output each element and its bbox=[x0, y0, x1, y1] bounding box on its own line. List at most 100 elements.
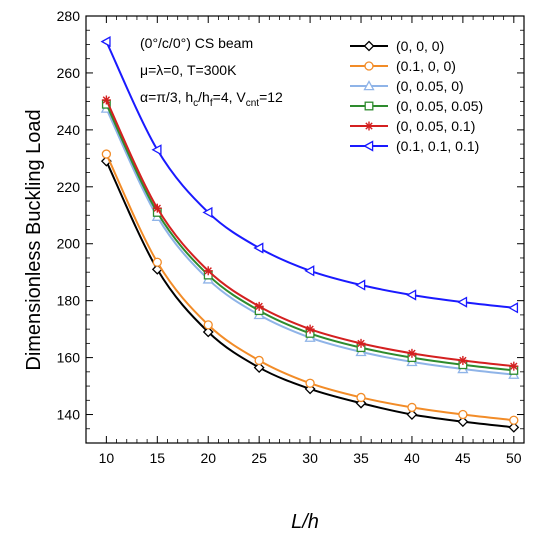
series-2 bbox=[101, 149, 519, 425]
legend-item: (0, 0.05, 0) bbox=[350, 78, 464, 94]
x-tick-label: 10 bbox=[99, 450, 115, 466]
y-tick-label: 200 bbox=[57, 236, 81, 252]
data-point bbox=[364, 101, 374, 111]
asterisk-stroke bbox=[204, 267, 212, 275]
data-point bbox=[304, 265, 315, 277]
asterisk-stroke bbox=[365, 122, 373, 130]
legend-label: (0, 0.05, 0.05) bbox=[396, 98, 483, 114]
data-point bbox=[407, 348, 417, 358]
x-tick-label: 40 bbox=[404, 450, 420, 466]
x-tick-label: 30 bbox=[302, 450, 318, 466]
asterisk-stroke bbox=[306, 325, 314, 333]
data-point bbox=[458, 355, 468, 365]
data-point bbox=[355, 279, 366, 291]
data-point bbox=[363, 140, 374, 152]
data-point bbox=[253, 362, 265, 373]
annotation-block: (0°/c/0°) CS beam μ=λ=0, T=300K α=π/3, h… bbox=[140, 35, 283, 109]
data-point bbox=[457, 416, 469, 428]
x-tick-label: 50 bbox=[506, 450, 522, 466]
asterisk-stroke bbox=[459, 356, 467, 365]
data-point bbox=[100, 36, 111, 48]
data-point bbox=[254, 355, 264, 366]
legend-label: (0.1, 0.1, 0.1) bbox=[396, 138, 479, 154]
legend-label: (0, 0.05, 0.1) bbox=[396, 118, 475, 134]
series-6 bbox=[100, 36, 519, 314]
x-tick-label: 25 bbox=[251, 450, 267, 466]
asterisk-stroke bbox=[357, 339, 365, 348]
annotation-line-3-sub-f: f bbox=[210, 98, 213, 109]
legend-item: (0.1, 0, 0) bbox=[350, 58, 456, 74]
data-point bbox=[203, 266, 213, 276]
legend-item: (0, 0, 0) bbox=[350, 38, 444, 54]
data-point bbox=[363, 80, 375, 91]
annotation-line-3-c: =4, V bbox=[213, 89, 247, 105]
series-lines bbox=[100, 36, 520, 433]
data-point bbox=[203, 320, 213, 330]
series-5 bbox=[101, 95, 519, 371]
data-point bbox=[101, 95, 111, 105]
data-point bbox=[253, 242, 264, 254]
asterisk-stroke bbox=[153, 204, 161, 212]
data-point bbox=[458, 409, 468, 420]
data-point bbox=[305, 324, 315, 334]
legend-item: (0.1, 0.1, 0.1) bbox=[350, 138, 479, 154]
data-point bbox=[202, 206, 213, 219]
data-point bbox=[509, 361, 519, 371]
y-tick-label: 240 bbox=[57, 122, 81, 138]
data-point bbox=[457, 296, 468, 308]
asterisk-stroke bbox=[510, 362, 518, 370]
data-point bbox=[305, 378, 315, 388]
y-tick-label: 140 bbox=[57, 407, 81, 423]
annotation-line-3-a: α=π/3, h bbox=[140, 89, 193, 105]
y-tick-label: 260 bbox=[57, 65, 81, 81]
data-point bbox=[202, 326, 214, 338]
x-axis-title-main: L bbox=[291, 511, 302, 533]
y-tick-label: 180 bbox=[57, 293, 81, 309]
data-point bbox=[364, 121, 374, 131]
data-point bbox=[406, 409, 418, 420]
legend: (0, 0, 0) (0.1, 0, 0) (0, 0.05, 0) (0, 0.05… bbox=[350, 38, 483, 154]
asterisk-stroke bbox=[408, 349, 416, 358]
legend-item: (0, 0.05, 0.05) bbox=[350, 98, 483, 114]
data-point bbox=[364, 61, 374, 71]
legend-label: (0, 0, 0) bbox=[396, 38, 444, 54]
x-tick-label: 45 bbox=[455, 450, 471, 466]
data-point bbox=[152, 203, 162, 213]
legend-label: (0, 0.05, 0) bbox=[396, 78, 464, 94]
data-point bbox=[507, 302, 519, 314]
series-1 bbox=[100, 155, 520, 433]
data-point bbox=[356, 338, 366, 348]
annotation-line-3-d: =12 bbox=[259, 89, 283, 105]
annotation-line-2: μ=λ=0, T=300K bbox=[140, 62, 237, 78]
data-point bbox=[407, 402, 417, 413]
data-point bbox=[152, 257, 162, 267]
legend-item: (0, 0.05, 0.1) bbox=[350, 118, 475, 134]
asterisk-stroke bbox=[255, 302, 263, 311]
data-point bbox=[363, 40, 375, 52]
data-point bbox=[509, 415, 519, 425]
data-point bbox=[101, 149, 112, 159]
y-axis-title: Dimensionless Buckling Load bbox=[23, 109, 45, 370]
annotation-line-3-b: /h bbox=[198, 89, 210, 105]
annotation-line-1: (0°/c/0°) CS beam bbox=[140, 35, 253, 51]
annotation-line-3: α=π/3, hc/hf=4, Vcnt=12 bbox=[140, 89, 283, 109]
y-tick-label: 160 bbox=[57, 350, 81, 366]
data-point bbox=[406, 289, 417, 301]
y-tick-label: 220 bbox=[57, 179, 81, 195]
x-axis-title: L/h bbox=[291, 511, 319, 533]
axis-ticks: 10 15 20 25 30 35 40 45 50 140 160 180 200 220 240 260 2… bbox=[57, 8, 524, 466]
data-point bbox=[508, 421, 520, 433]
data-point bbox=[254, 301, 264, 311]
data-point bbox=[151, 144, 162, 156]
data-point bbox=[356, 392, 366, 403]
x-tick-label: 35 bbox=[353, 450, 369, 466]
x-axis-title-sub: /h bbox=[300, 511, 319, 533]
y-tick-label: 280 bbox=[57, 8, 81, 24]
annotation-line-3-sub-cnt: cnt bbox=[246, 98, 260, 109]
x-tick-label: 20 bbox=[200, 450, 216, 466]
asterisk-stroke bbox=[102, 96, 111, 104]
annotation-line-3-sub-c: c bbox=[193, 98, 198, 109]
legend-label: (0.1, 0, 0) bbox=[396, 58, 456, 74]
x-tick-label: 15 bbox=[150, 450, 166, 466]
